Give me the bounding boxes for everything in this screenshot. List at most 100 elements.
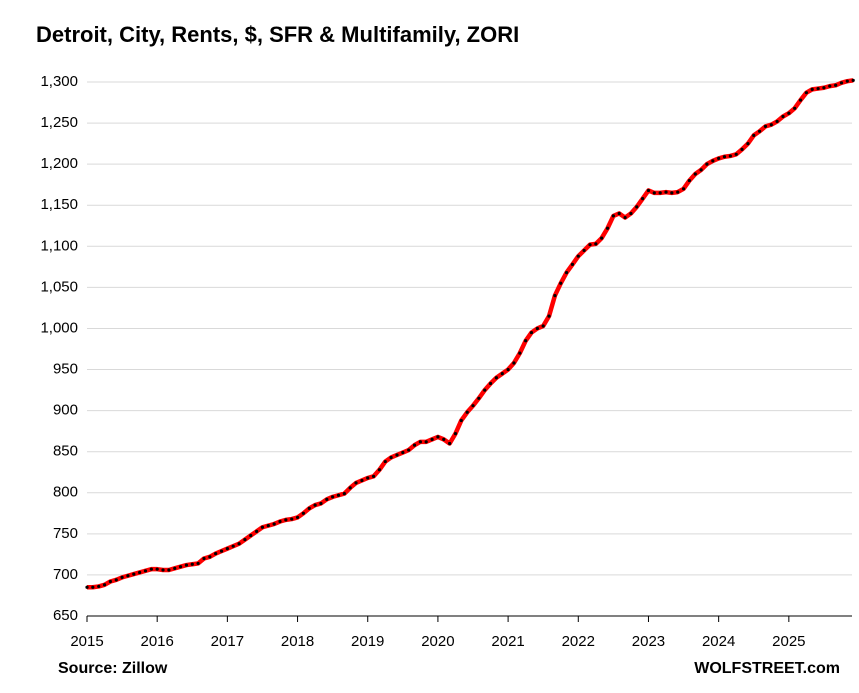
- point-marker: [816, 86, 820, 91]
- point-marker: [582, 248, 586, 253]
- point-marker: [155, 567, 159, 571]
- point-marker: [494, 376, 498, 380]
- point-marker: [348, 486, 352, 490]
- point-marker: [483, 388, 487, 392]
- y-tick-label: 1,300: [40, 73, 78, 90]
- point-marker: [670, 191, 674, 195]
- point-marker: [383, 459, 387, 464]
- point-marker: [231, 544, 235, 548]
- point-marker: [658, 191, 662, 195]
- point-marker: [506, 367, 510, 372]
- point-marker: [664, 190, 668, 194]
- point-marker: [295, 515, 300, 520]
- x-tick-label: 2024: [702, 633, 735, 650]
- point-marker: [570, 262, 575, 266]
- point-marker: [377, 468, 382, 472]
- x-tick-label: 2021: [491, 633, 524, 650]
- x-tick-label: 2019: [351, 633, 384, 650]
- point-marker: [342, 491, 346, 496]
- point-marker: [143, 569, 148, 573]
- point-marker: [424, 440, 428, 444]
- point-marker: [564, 270, 569, 275]
- chart-title: Detroit, City, Rents, $, SFR & Multifami…: [36, 22, 519, 47]
- point-marker: [465, 410, 469, 414]
- y-tick-label: 1,200: [40, 155, 78, 172]
- point-marker: [126, 574, 130, 578]
- point-marker: [629, 211, 633, 216]
- point-marker: [588, 243, 592, 247]
- point-marker: [611, 214, 615, 218]
- point-marker: [102, 583, 107, 587]
- point-marker: [360, 478, 364, 483]
- point-marker: [641, 197, 645, 201]
- x-tick-label: 2022: [562, 633, 595, 650]
- point-marker: [161, 568, 165, 572]
- point-marker: [272, 522, 276, 526]
- point-marker: [728, 154, 732, 158]
- point-marker: [138, 570, 142, 575]
- point-marker: [219, 549, 224, 553]
- point-marker: [114, 578, 118, 582]
- point-marker: [331, 495, 335, 499]
- point-marker: [448, 441, 452, 446]
- y-tick-label: 950: [53, 361, 78, 378]
- point-marker: [436, 435, 440, 439]
- point-marker: [699, 168, 703, 172]
- point-marker: [132, 572, 136, 576]
- x-tick-label: 2017: [211, 633, 244, 650]
- y-tick-label: 850: [53, 443, 78, 460]
- point-marker: [459, 418, 463, 423]
- y-tick-label: 1,250: [40, 114, 78, 131]
- y-tick-label: 900: [53, 402, 78, 419]
- point-marker: [681, 187, 686, 191]
- point-marker: [108, 579, 112, 584]
- point-marker: [576, 254, 580, 258]
- point-marker: [512, 361, 516, 365]
- point-marker: [600, 236, 604, 240]
- x-tick-label: 2020: [421, 633, 454, 650]
- x-tick-label: 2015: [70, 633, 103, 650]
- point-marker: [594, 242, 598, 246]
- x-tick-label: 2025: [772, 633, 805, 650]
- point-marker: [676, 190, 680, 194]
- point-marker: [278, 519, 282, 524]
- point-marker: [401, 450, 405, 455]
- point-marker: [313, 503, 317, 507]
- point-marker: [202, 556, 206, 561]
- point-marker: [266, 524, 270, 528]
- point-marker: [518, 351, 522, 355]
- point-marker: [687, 178, 691, 183]
- point-marker: [722, 155, 727, 159]
- point-marker: [208, 555, 212, 559]
- point-marker: [763, 124, 768, 128]
- point-marker: [793, 106, 797, 110]
- point-marker: [149, 567, 153, 571]
- credit: WOLFSTREET.com: [694, 660, 840, 677]
- point-marker: [354, 481, 358, 485]
- point-marker: [635, 205, 639, 209]
- point-marker: [781, 114, 785, 119]
- point-marker: [290, 517, 294, 521]
- point-marker: [705, 162, 709, 166]
- point-marker: [214, 551, 218, 556]
- point-marker: [547, 314, 551, 318]
- point-marker: [97, 584, 101, 589]
- point-marker: [646, 188, 651, 193]
- point-marker: [693, 172, 697, 176]
- point-marker: [787, 111, 791, 115]
- point-marker: [260, 525, 265, 529]
- point-marker: [418, 440, 422, 444]
- point-marker: [541, 324, 545, 328]
- point-marker: [711, 159, 715, 163]
- point-marker: [301, 511, 305, 515]
- point-marker: [810, 87, 814, 91]
- point-marker: [395, 453, 399, 457]
- point-marker: [746, 142, 750, 146]
- point-marker: [524, 339, 528, 343]
- y-tick-label: 700: [53, 566, 78, 583]
- point-marker: [775, 119, 779, 124]
- point-marker: [91, 585, 95, 589]
- point-marker: [325, 497, 329, 501]
- point-marker: [822, 86, 826, 90]
- point-marker: [535, 326, 539, 331]
